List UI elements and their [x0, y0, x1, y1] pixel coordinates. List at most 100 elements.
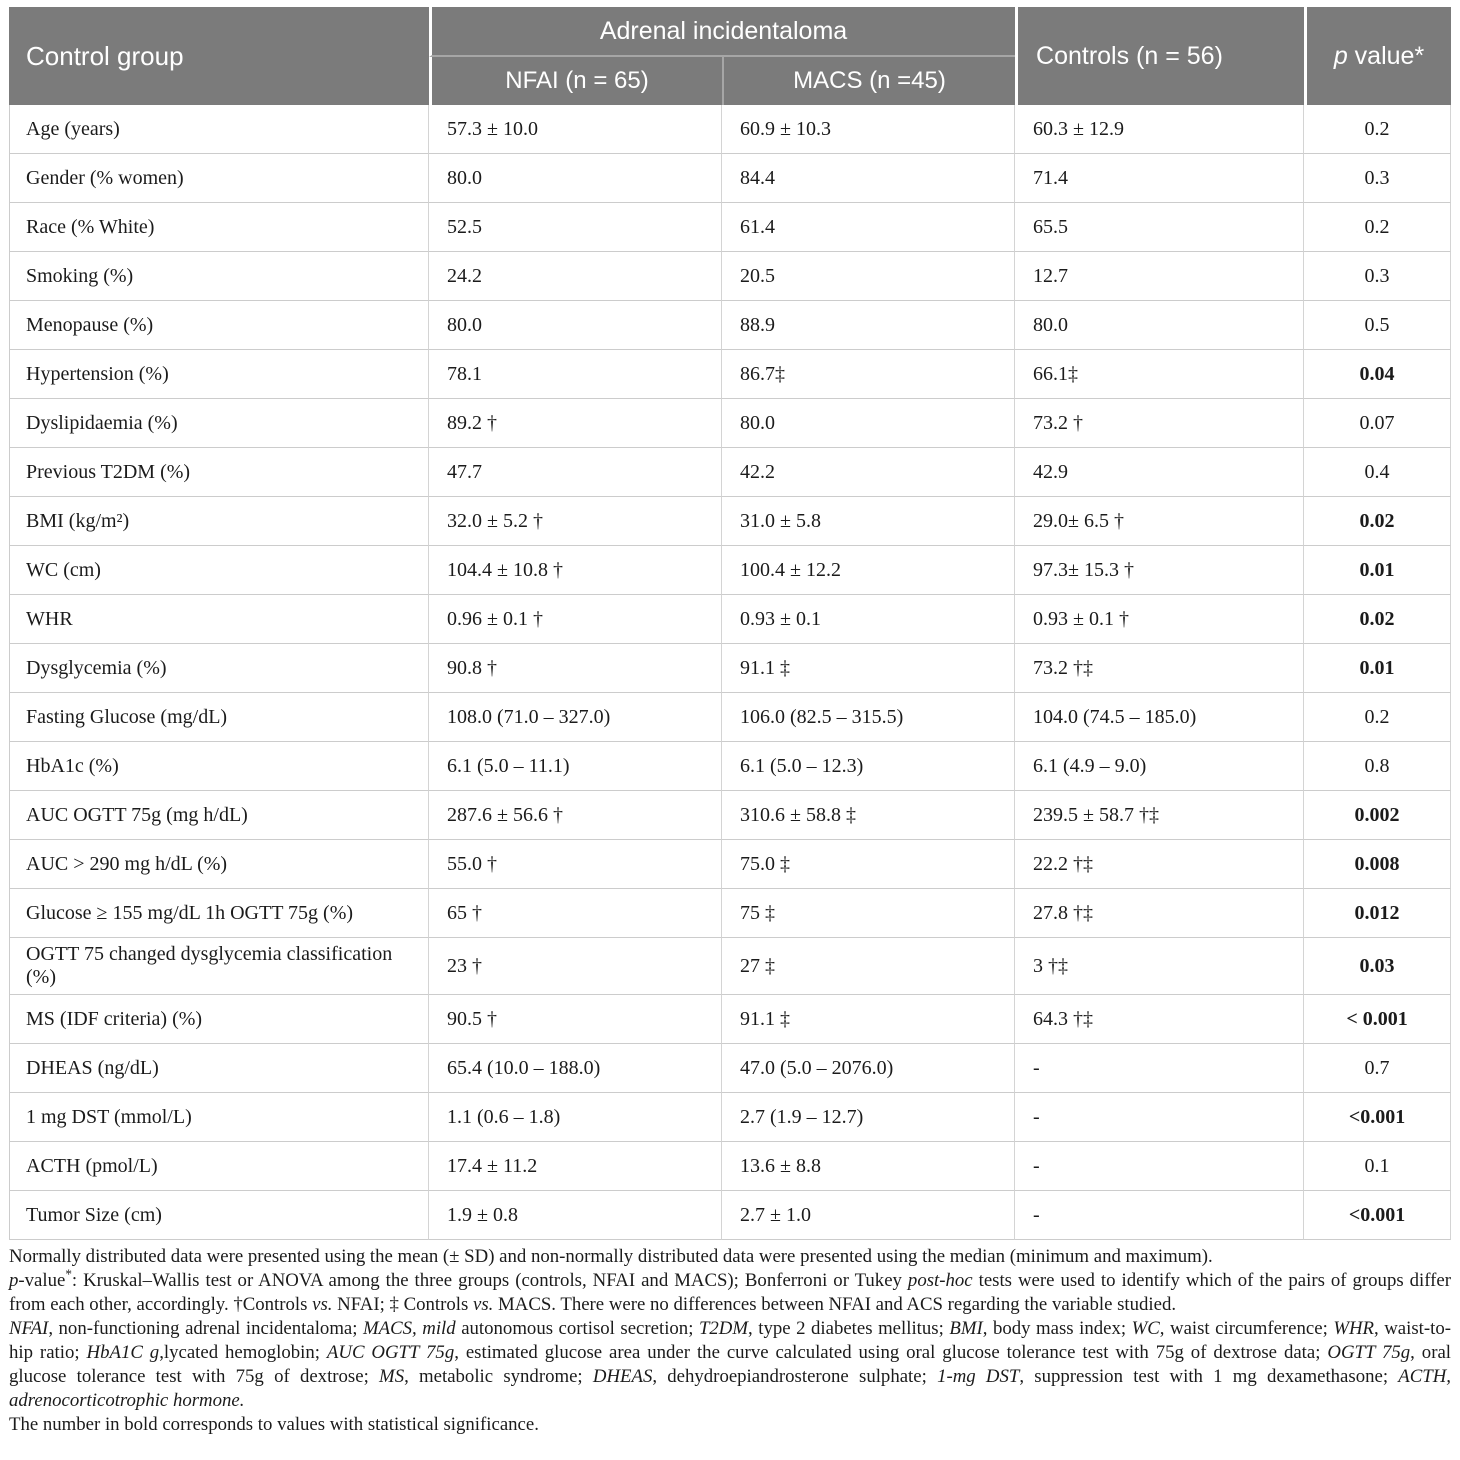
- nfai-value-cell: 80.0: [429, 154, 722, 203]
- p-value-cell: 0.3: [1304, 252, 1452, 301]
- controls-value-cell: 22.2 †‡: [1015, 840, 1305, 889]
- nfai-value-cell: 17.4 ± 11.2: [429, 1142, 722, 1191]
- footnote-segment: DHEAS: [592, 1366, 653, 1387]
- footnote-segment: , dehydroepiandrosterone sulphate;: [652, 1366, 938, 1387]
- row-label-cell: OGTT 75 changed dysglycemia classificati…: [9, 938, 429, 995]
- p-value-rest: value*: [1347, 41, 1425, 70]
- header-macs: MACS (n =45): [722, 57, 1016, 105]
- footnote-segment: , non-functioning adrenal incidentaloma;: [48, 1318, 364, 1339]
- footnote-segment: ACTH, adrenocorticotrophic hormone.: [9, 1366, 1451, 1411]
- p-value-cell: 0.012: [1304, 889, 1452, 938]
- p-value-cell: 0.2: [1304, 105, 1452, 154]
- row-label-cell: Menopause (%): [9, 301, 429, 350]
- p-value-cell: 0.8: [1304, 742, 1452, 791]
- p-value-cell: 0.2: [1304, 203, 1452, 252]
- footnote-segment: , oral glucose tolerance test with 75g o…: [9, 1342, 1452, 1387]
- row-label-cell: Hypertension (%): [9, 350, 429, 399]
- controls-value-cell: 97.3± 15.3 †: [1015, 546, 1305, 595]
- nfai-value-cell: 90.8 †: [429, 644, 722, 693]
- macs-value-cell: 80.0: [722, 399, 1016, 448]
- macs-value-cell: 2.7 ± 1.0: [722, 1191, 1016, 1240]
- footnote-segment: *: [65, 1266, 72, 1282]
- macs-value-cell: 75 ‡: [722, 889, 1016, 938]
- footnote-segment: Normally distributed data were presented…: [9, 1246, 1213, 1267]
- controls-value-cell: 66.1‡: [1015, 350, 1305, 399]
- footnote-segment: vs.: [312, 1294, 333, 1315]
- row-label-cell: Glucose ≥ 155 mg/dL 1h OGTT 75g (%): [9, 889, 429, 938]
- nfai-value-cell: 108.0 (71.0 – 327.0): [429, 693, 722, 742]
- macs-value-cell: 0.93 ± 0.1: [722, 595, 1016, 644]
- footnote-segment: MACS, mild: [363, 1318, 456, 1339]
- controls-value-cell: -: [1015, 1093, 1305, 1142]
- footnote-segment: NFAI: [9, 1318, 49, 1339]
- macs-value-cell: 60.9 ± 10.3: [722, 105, 1016, 154]
- controls-value-cell: 6.1 (4.9 – 9.0): [1015, 742, 1305, 791]
- table-row: Dyslipidaemia (%) 89.2 † 80.0 73.2 † 0.07: [9, 399, 1452, 448]
- p-value-cell: 0.04: [1304, 350, 1452, 399]
- nfai-value-cell: 1.9 ± 0.8: [429, 1191, 722, 1240]
- footnote-segment: AUC OGTT 75g: [326, 1342, 455, 1363]
- row-label-cell: Age (years): [9, 105, 429, 154]
- footnote-segment: NFAI; ‡ Controls: [332, 1294, 474, 1315]
- footnote-segment: MACS. There were no differences between …: [493, 1294, 1177, 1315]
- header-control-group: Control group: [9, 7, 429, 105]
- table-row: Smoking (%) 24.2 20.5 12.7 0.3: [9, 252, 1452, 301]
- footnote-segment: T2DM: [698, 1318, 748, 1339]
- controls-value-cell: 239.5 ± 58.7 †‡: [1015, 791, 1305, 840]
- table-row: AUC > 290 mg h/dL (%) 55.0 † 75.0 ‡ 22.2 †‡…: [9, 840, 1452, 889]
- macs-value-cell: 31.0 ± 5.8: [722, 497, 1016, 546]
- controls-value-cell: -: [1015, 1142, 1305, 1191]
- footnote-line: Normally distributed data were presented…: [9, 1245, 1451, 1269]
- table-row: HbA1c (%) 6.1 (5.0 – 11.1) 6.1 (5.0 – 12.3…: [9, 742, 1452, 791]
- header-adrenal-incidentaloma: Adrenal incidentaloma: [429, 7, 1016, 57]
- p-value-cell: 0.4: [1304, 448, 1452, 497]
- p-value-cell: < 0.001: [1304, 995, 1452, 1044]
- table-row: Fasting Glucose (mg/dL) 108.0 (71.0 – 327…: [9, 693, 1452, 742]
- header-nfai: NFAI (n = 65): [429, 57, 722, 105]
- footnote-segment: , estimated glucose area under the curve…: [454, 1342, 1328, 1363]
- header-row-sub: NFAI (n = 65) MACS (n =45): [9, 57, 1451, 105]
- p-value-italic-p: p: [1333, 41, 1348, 70]
- footnote-segment: ,lycated hemoglobin;: [159, 1342, 327, 1363]
- macs-value-cell: 13.6 ± 8.8: [722, 1142, 1016, 1191]
- footnote-segment: , metabolic syndrome;: [404, 1366, 593, 1387]
- footnote-segment: WHR: [1333, 1318, 1375, 1339]
- clinical-characteristics-table: Control group Adrenal incidentaloma Cont…: [9, 7, 1452, 1240]
- controls-value-cell: 73.2 †‡: [1015, 644, 1305, 693]
- controls-value-cell: 73.2 †: [1015, 399, 1305, 448]
- controls-value-cell: 42.9: [1015, 448, 1305, 497]
- footnote-segment: -value: [18, 1270, 66, 1291]
- table-row: WHR 0.96 ± 0.1 † 0.93 ± 0.1 0.93 ± 0.1 † 0.0…: [9, 595, 1452, 644]
- row-label-cell: BMI (kg/m²): [9, 497, 429, 546]
- row-label-cell: ACTH (pmol/L): [9, 1142, 429, 1191]
- footnote-segment: p: [9, 1270, 19, 1291]
- p-value-cell: 0.5: [1304, 301, 1452, 350]
- p-value-cell: 0.2: [1304, 693, 1452, 742]
- table-row: Dysglycemia (%) 90.8 † 91.1 ‡ 73.2 †‡ 0.01: [9, 644, 1452, 693]
- footnote-line: p-value*: Kruskal–Wallis test or ANOVA a…: [9, 1266, 1451, 1317]
- footnote-segment: vs.: [473, 1294, 494, 1315]
- p-value-cell: 0.002: [1304, 791, 1452, 840]
- table-row: BMI (kg/m²) 32.0 ± 5.2 † 31.0 ± 5.8 29.0± 6…: [9, 497, 1452, 546]
- row-label-cell: Smoking (%): [9, 252, 429, 301]
- row-label-cell: MS (IDF criteria) (%): [9, 995, 429, 1044]
- nfai-value-cell: 287.6 ± 56.6 †: [429, 791, 722, 840]
- macs-value-cell: 310.6 ± 58.8 ‡: [722, 791, 1016, 840]
- macs-value-cell: 75.0 ‡: [722, 840, 1016, 889]
- row-label-cell: Previous T2DM (%): [9, 448, 429, 497]
- nfai-value-cell: 52.5: [429, 203, 722, 252]
- p-value-cell: 0.1: [1304, 1142, 1452, 1191]
- header-controls: Controls (n = 56): [1015, 7, 1305, 105]
- p-value-cell: 0.02: [1304, 595, 1452, 644]
- p-value-cell: 0.3: [1304, 154, 1452, 203]
- footnote-segment: OGTT 75g: [1327, 1342, 1411, 1363]
- row-label-cell: AUC > 290 mg h/dL (%): [9, 840, 429, 889]
- nfai-value-cell: 47.7: [429, 448, 722, 497]
- row-label-cell: WHR: [9, 595, 429, 644]
- nfai-value-cell: 55.0 †: [429, 840, 722, 889]
- footnote-segment: HbA1C g: [86, 1342, 160, 1363]
- controls-value-cell: 29.0± 6.5 †: [1015, 497, 1305, 546]
- table-row: Race (% White) 52.5 61.4 65.5 0.2: [9, 203, 1452, 252]
- row-label-cell: HbA1c (%): [9, 742, 429, 791]
